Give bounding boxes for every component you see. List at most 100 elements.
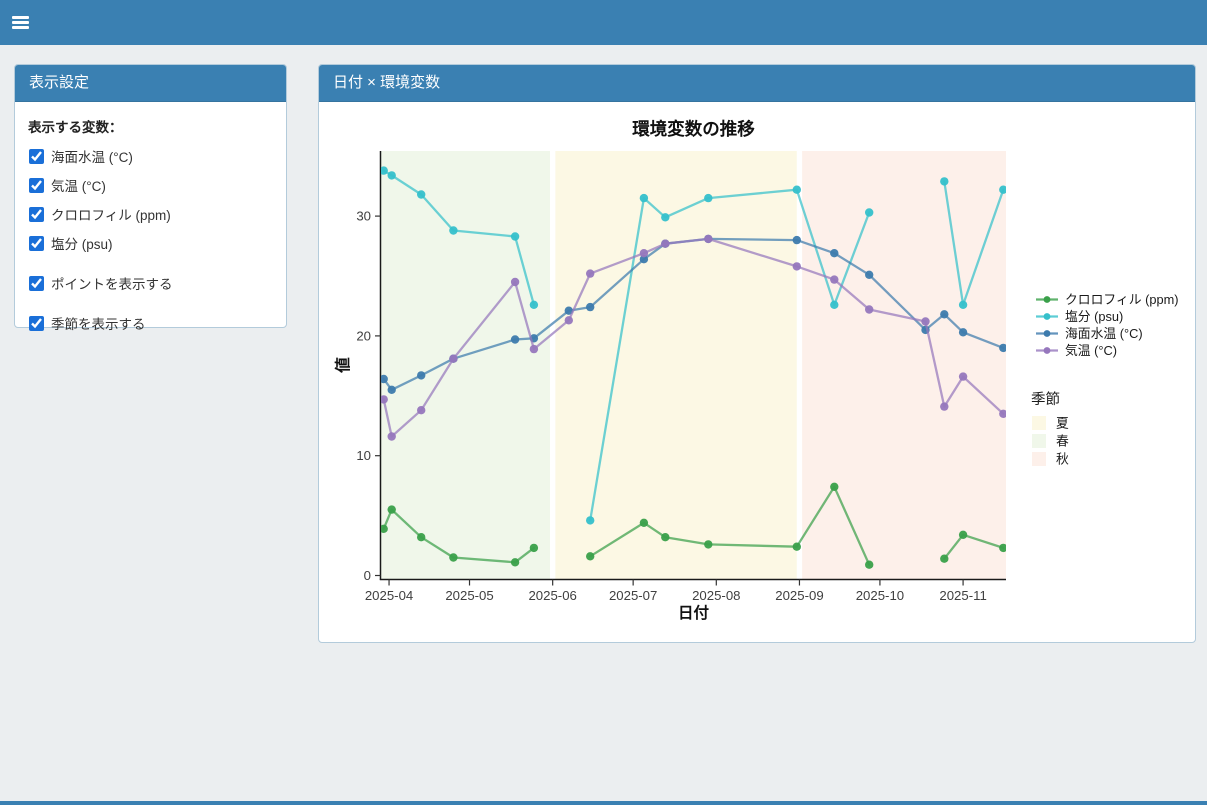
data-point [940,402,949,411]
chart-panel-title: 日付 × 環境変数 [319,65,1195,102]
checkbox-air-temp[interactable] [29,177,44,193]
x-tick-label: 2025-05 [445,588,493,603]
data-point [830,482,839,491]
menu-hamburger-icon[interactable] [12,16,29,29]
data-point [830,275,839,284]
data-point [999,185,1006,194]
top-navbar [0,0,1207,45]
data-point [999,543,1006,553]
checkbox-row-show-points[interactable]: ポイントを表示する [28,273,273,293]
checkbox-chlorophyll[interactable] [29,206,44,222]
data-point [564,306,573,315]
data-point [958,372,968,381]
data-point [387,505,396,514]
x-axis-title: 日付 [678,603,710,622]
legend-label: 気温 (°C) [1065,343,1117,358]
series-line-気温 (°C) [382,237,1005,438]
data-point [958,328,968,337]
checkbox-sea-surface-temp[interactable] [29,148,44,164]
checkbox-show-seasons[interactable] [29,315,44,331]
data-point [792,185,801,194]
checkbox-row-chlorophyll[interactable]: クロロフィル (ppm) [28,204,273,224]
settings-panel: 表示設定 表示する変数： 海面水温 (°C) 気温 (°C) クロロフィル (p… [14,64,287,332]
season-band-夏 [555,151,797,579]
x-tick-label: 2025-09 [775,588,823,603]
data-point [865,208,874,217]
data-point [704,234,713,244]
season-swatch-夏 [1032,416,1046,430]
data-point [449,226,458,235]
data-point [387,385,396,394]
data-point [865,305,874,314]
data-point [865,270,874,279]
data-point [830,249,839,258]
data-point [529,344,539,354]
data-point [586,516,595,525]
data-point [529,300,539,309]
data-point [830,300,839,309]
data-point [449,553,458,562]
x-tick-label: 2025-04 [365,588,413,603]
data-point [529,543,539,553]
x-tick-label: 2025-11 [939,588,986,603]
season-legend-label: 春 [1056,434,1069,449]
data-point [661,213,670,222]
checkbox-label: ポイントを表示する [51,277,173,292]
checkbox-label: 季節を表示する [51,317,146,332]
data-point [999,409,1006,418]
data-point [639,518,649,527]
legend-label: 海面水温 (°C) [1065,326,1143,341]
data-point [940,310,949,319]
data-point [661,533,670,542]
data-point [639,249,649,258]
checkbox-row-sea-surface-temp[interactable]: 海面水温 (°C) [28,146,273,166]
data-point [417,406,426,415]
y-tick-label: 20 [356,328,371,343]
data-point [792,235,801,245]
season-swatch-秋 [1032,452,1046,466]
data-point [381,524,388,533]
x-tick-label: 2025-06 [528,588,576,603]
data-point [639,255,649,264]
environment-line-chart: 0 10 20 30 2025-04 2025-05 2025-06 2025-07 2025-… [333,119,1179,622]
data-point [510,277,520,287]
data-point [958,300,968,309]
data-point [704,540,713,549]
season-legend-label: 秋 [1056,452,1069,467]
legend-label: クロロフィル (ppm) [1065,292,1179,307]
season-band-秋 [802,151,1006,579]
data-point [449,354,458,363]
x-tick-label: 2025-08 [692,588,740,603]
chart-panel: 日付 × 環境変数 0 10 20 30 2025-04 2025-05 2025-06 20… [318,64,1196,643]
checkbox-show-points[interactable] [29,275,44,291]
data-point [381,395,388,404]
checkbox-label: 海面水温 (°C) [51,150,133,165]
data-point [999,343,1006,353]
data-point [792,262,801,271]
checkbox-row-air-temp[interactable]: 気温 (°C) [28,175,273,195]
data-point [865,560,874,569]
y-tick-label: 0 [364,568,371,583]
season-band-春 [381,151,550,579]
data-point [639,193,649,203]
data-point [792,542,801,551]
data-point [387,171,396,180]
data-series [381,166,1006,569]
chart-title: 環境変数の推移 [632,119,755,139]
chart-legend: クロロフィル (ppm) 塩分 (psu) 海面水温 (°C) 気温 (°C) 季節夏春… [1031,292,1179,467]
data-point [510,335,520,344]
season-bands [381,151,1006,579]
checkbox-row-show-seasons[interactable]: 季節を表示する [28,313,273,333]
checkbox-salinity[interactable] [29,235,44,251]
data-point [417,190,426,199]
checkbox-row-salinity[interactable]: 塩分 (psu) [28,233,273,253]
checkbox-label: 気温 (°C) [51,179,106,194]
checkbox-label: 塩分 (psu) [51,237,113,252]
data-point [586,552,595,561]
data-point [387,432,396,441]
data-point [921,317,930,326]
season-legend-title: 季節 [1031,390,1060,408]
settings-panel-title: 表示設定 [15,65,286,102]
legend-label: 塩分 (psu) [1065,309,1123,324]
data-point [381,374,388,384]
